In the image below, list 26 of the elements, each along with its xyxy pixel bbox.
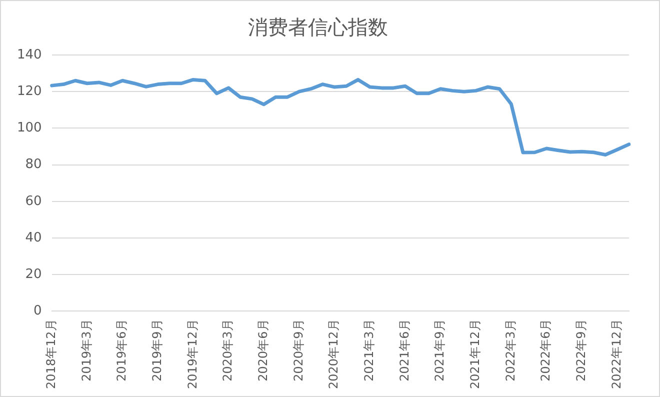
x-tick-label: 2021年3月: [362, 319, 376, 382]
x-tick-label: 2021年9月: [432, 319, 447, 382]
x-tick-label: 2021年6月: [397, 319, 412, 382]
y-tick-label: 20: [25, 266, 42, 282]
x-tick-label: 2020年12月: [326, 319, 341, 390]
y-tick-label: 0: [34, 304, 42, 319]
x-tick-label: 2022年9月: [574, 319, 588, 382]
x-tick-label: 2019年6月: [114, 319, 129, 382]
x-tick-label: 2020年9月: [291, 319, 306, 382]
y-tick-label: 80: [25, 157, 42, 172]
x-tick-label: 2022年12月: [609, 319, 624, 390]
x-tick-label: 2022年6月: [538, 319, 553, 382]
x-tick-label: 2022年3月: [503, 319, 518, 382]
x-tick-label: 2020年3月: [220, 319, 235, 382]
x-tick-label: 2018年12月: [44, 319, 58, 390]
y-tick-label: 40: [25, 230, 42, 246]
y-tick-label: 140: [16, 47, 42, 62]
y-tick-label: 60: [25, 194, 42, 209]
x-tick-label: 2021年12月: [468, 319, 482, 390]
x-tick-label: 2019年9月: [150, 319, 164, 382]
x-tick-label: 2019年12月: [185, 319, 200, 390]
y-tick-label: 120: [16, 84, 42, 99]
x-tick-label: 2019年3月: [79, 319, 94, 382]
x-tick-label: 2020年6月: [256, 319, 270, 382]
y-tick-label: 100: [16, 120, 42, 136]
chart-title: 消费者信心指数: [248, 15, 388, 40]
